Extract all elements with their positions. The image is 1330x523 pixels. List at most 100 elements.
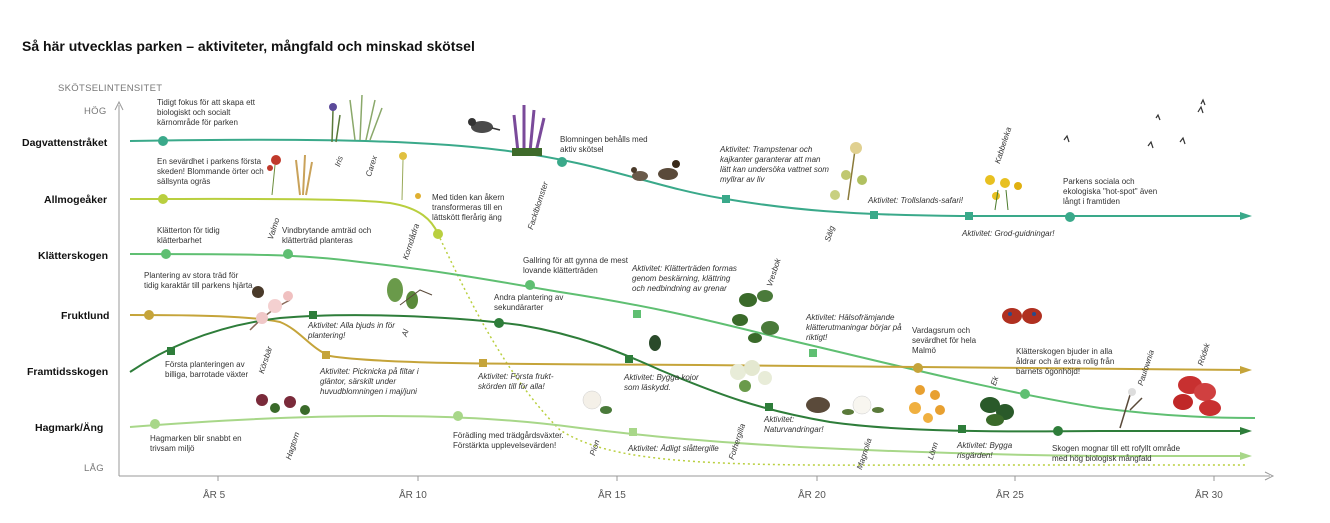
annotation: Aktivitet: Klätterträden formas genom be… — [632, 264, 737, 293]
x-tick-0: ÅR 5 — [203, 490, 226, 501]
annotation: Aktivitet: Naturvandringar! — [764, 415, 824, 434]
annotation: Aktivitet: Alla bjuds in för plantering! — [308, 321, 395, 340]
node-frukt-4 — [913, 363, 923, 373]
node-framtid-6 — [958, 425, 966, 433]
row-label-hagmark: Hagmark/Äng — [35, 422, 104, 434]
illustration-ducks — [631, 160, 680, 181]
row-label-dagvatten: Dagvattenstråket — [22, 137, 108, 149]
annotation: Aktivitet: Picknicka på filtar i gläntor… — [320, 367, 419, 396]
annotation: Aktivitet: Första frukt-skörden till för… — [478, 372, 554, 391]
x-tick-3: ÅR 20 — [798, 490, 826, 501]
illustration-korndadra — [399, 152, 421, 201]
illustration-bird — [468, 118, 501, 133]
illustration-magnolia — [842, 395, 884, 415]
node-framtid-7 — [1053, 426, 1063, 436]
x-tick-4: ÅR 25 — [996, 490, 1024, 501]
illustration-iris — [329, 103, 341, 143]
y-axis-high: HÖG — [84, 106, 107, 117]
node-klatter-6 — [1020, 389, 1030, 399]
node-allmoge-2 — [433, 229, 443, 239]
illustration-lonn — [909, 385, 945, 423]
row-label-allmoge: Allmogeåker — [44, 194, 108, 206]
annotation: Andra plantering av sekundärarter — [494, 293, 564, 312]
node-klatter-5 — [809, 349, 817, 357]
annotation: En sevärdhet i parkens första skeden! Bl… — [157, 157, 264, 186]
annotation: Vardagsrum och sevärdhet för hela Malmö — [912, 326, 977, 355]
illustration-vresbok — [732, 290, 779, 343]
x-axis-arrow — [1264, 471, 1275, 481]
illustration-ek — [980, 397, 1014, 426]
y-axis-low: LÅG — [84, 463, 104, 474]
illustration-butterfly — [1002, 308, 1042, 324]
x-tick-1: ÅR 10 — [399, 490, 427, 501]
node-framtid-4 — [625, 355, 633, 363]
x-axis-ticks — [217, 476, 1215, 481]
annotation: Gallring för att gynna de mest lovande k… — [523, 256, 628, 275]
illustration-salg — [830, 142, 867, 201]
node-hagmark-3 — [629, 428, 637, 436]
x-tick-5: ÅR 30 — [1195, 490, 1223, 501]
node-framtid-5 — [765, 403, 773, 411]
annotation: Tidigt fokus för att skapa ett biologisk… — [157, 98, 255, 127]
line-klatter — [129, 253, 1256, 419]
y-axis-title: SKÖTSELINTENSITET — [58, 83, 163, 94]
node-allmoge-1 — [158, 194, 168, 204]
illustration-korsbar — [249, 286, 293, 331]
node-hagmark-2 — [453, 411, 463, 421]
node-frukt-1 — [144, 310, 154, 320]
annotation: Aktivitet: Bygga risgärden! — [957, 441, 1013, 460]
row-label-framtid: Framtidsskogen — [27, 366, 109, 378]
illustration-fothergilla — [730, 360, 772, 392]
node-dagvatten-2 — [557, 157, 567, 167]
annotation: Plantering av stora träd för tidig karak… — [144, 271, 253, 290]
illustration-facklor — [512, 105, 546, 156]
annotation: Hagmarken blir snabbt en trivsam miljö — [150, 434, 242, 453]
line-hagmark — [129, 414, 1245, 457]
annotation: Förädling med trädgårdsväxter. Förstärkt… — [453, 431, 564, 450]
illustration-valmo — [267, 155, 281, 196]
illustration-al — [387, 278, 433, 309]
node-klatter-4 — [633, 310, 641, 318]
annotation: Aktivitet: Grod-guidningar! — [962, 229, 1055, 238]
illustration-pion — [582, 390, 612, 414]
illustration-birds-flying — [1063, 98, 1206, 149]
annotation: Vindbrytande amträd och klätterträd plan… — [282, 226, 372, 245]
line-framtid — [129, 314, 1245, 433]
x-tick-2: ÅR 15 — [598, 490, 626, 501]
line-allmoge-dotted — [437, 233, 1245, 466]
node-framtid-1 — [167, 347, 175, 355]
annotation: Blomningen behålls med aktiv skötsel — [560, 135, 648, 154]
annotation: Aktivitet: Bygga kojor som läskydd. — [624, 373, 699, 392]
node-framtid-2 — [309, 311, 317, 319]
annotation: Aktivitet: Trampstenar och kajkanter gar… — [720, 145, 829, 184]
y-axis-arrow — [114, 100, 124, 111]
illustration-hedgehog — [806, 397, 830, 413]
node-klatter-2 — [283, 249, 293, 259]
annotation: Parkens sociala och ekologiska "hot-spot… — [1063, 177, 1158, 206]
page-title: Så här utvecklas parken – aktiviteter, m… — [22, 38, 475, 54]
annotation: Aktivitet: Ädligt slåttergille — [628, 444, 719, 453]
line-allmoge — [129, 197, 439, 235]
row-label-frukt: Fruktlund — [61, 310, 110, 322]
node-frukt-2 — [322, 351, 330, 359]
annotation: Klätterton för tidig klätterbarhet — [157, 226, 220, 245]
node-dagvatten-6 — [1065, 212, 1075, 222]
annotation: Skogen mognar till ett rofyllt område me… — [1052, 444, 1181, 463]
node-frukt-3 — [479, 359, 487, 367]
annotation: Aktivitet: Hälsofrämjande klätterutmanin… — [806, 313, 902, 342]
node-klatter-3 — [525, 280, 535, 290]
node-dagvatten-3 — [722, 195, 730, 203]
annotation: Klätterskogen bjuder in alla åldrar och … — [1016, 347, 1115, 376]
illustration-paulownia — [1119, 388, 1143, 429]
illustration-hagtorn — [256, 394, 310, 415]
node-hagmark-1 — [150, 419, 160, 429]
illustration-beetle — [649, 335, 661, 351]
illustration-carex — [349, 94, 383, 141]
node-dagvatten-1 — [158, 136, 168, 146]
node-dagvatten-5 — [965, 212, 973, 220]
annotation: Aktivitet: Trollslands-safari! — [868, 196, 963, 205]
line-dagvatten — [129, 138, 1245, 217]
node-framtid-3 — [494, 318, 504, 328]
